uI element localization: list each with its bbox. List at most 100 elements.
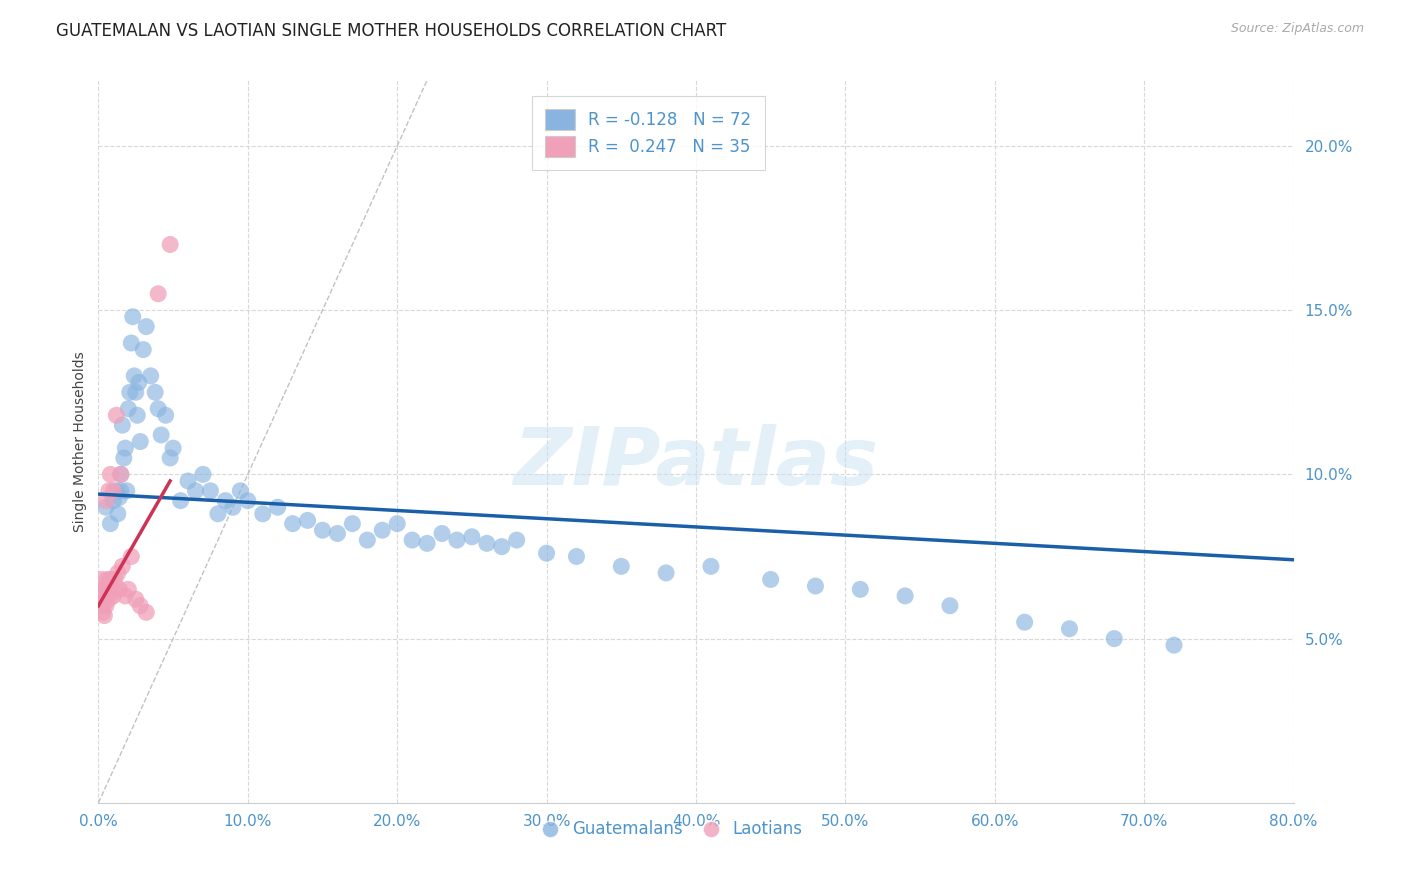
Laotians [104,573,127,587]
Laotians [103,483,125,498]
Guatemalans [207,507,229,521]
Laotians [97,483,120,498]
Laotians [97,592,120,607]
Guatemalans [148,401,170,416]
Guatemalans [1014,615,1036,630]
Guatemalans [252,507,274,521]
Guatemalans [114,441,136,455]
Guatemalans [94,500,117,515]
Guatemalans [214,493,236,508]
Guatemalans [121,310,143,324]
Laotians [93,589,115,603]
Guatemalans [135,319,157,334]
Laotians [90,589,112,603]
Laotians [110,467,132,482]
Guatemalans [461,530,484,544]
Laotians [94,493,117,508]
Text: ZIPatlas: ZIPatlas [513,425,879,502]
Guatemalans [804,579,827,593]
Guatemalans [222,500,245,515]
Laotians [107,566,129,580]
Laotians [129,599,152,613]
Guatemalans [565,549,588,564]
Guatemalans [127,409,149,423]
Guatemalans [200,483,222,498]
Guatemalans [311,523,333,537]
Guatemalans [446,533,468,547]
Guatemalans [281,516,304,531]
Guatemalans [939,599,962,613]
Guatemalans [1104,632,1126,646]
Text: Source: ZipAtlas.com: Source: ZipAtlas.com [1230,22,1364,36]
Laotians [94,582,117,597]
Laotians [91,599,114,613]
Laotians [120,549,142,564]
Guatemalans [229,483,252,498]
Guatemalans [184,483,207,498]
Laotians [98,573,122,587]
Guatemalans [371,523,394,537]
Guatemalans [326,526,349,541]
Guatemalans [115,483,138,498]
Guatemalans [107,507,129,521]
Guatemalans [98,516,122,531]
Y-axis label: Single Mother Households: Single Mother Households [73,351,87,532]
Guatemalans [139,368,162,383]
Laotians [98,467,122,482]
Guatemalans [610,559,633,574]
Guatemalans [129,434,152,449]
Laotians [114,589,136,603]
Guatemalans [655,566,678,580]
Guatemalans [110,467,132,482]
Laotians [96,573,118,587]
Laotians [93,592,115,607]
Guatemalans [150,428,173,442]
Laotians [96,582,118,597]
Laotians [93,608,115,623]
Laotians [148,286,170,301]
Guatemalans [1059,622,1081,636]
Guatemalans [236,493,259,508]
Guatemalans [155,409,177,423]
Laotians [103,589,125,603]
Guatemalans [506,533,529,547]
Legend: Guatemalans, Laotians: Guatemalans, Laotians [536,814,808,845]
Guatemalans [169,493,191,508]
Guatemalans [430,526,453,541]
Guatemalans [108,491,131,505]
Guatemalans [105,483,128,498]
Guatemalans [700,559,723,574]
Laotians [96,589,118,603]
Guatemalans [120,336,142,351]
Guatemalans [177,474,200,488]
Guatemalans [112,450,135,465]
Laotians [91,582,114,597]
Guatemalans [491,540,513,554]
Guatemalans [110,483,132,498]
Text: GUATEMALAN VS LAOTIAN SINGLE MOTHER HOUSEHOLDS CORRELATION CHART: GUATEMALAN VS LAOTIAN SINGLE MOTHER HOUS… [56,22,727,40]
Guatemalans [536,546,558,560]
Guatemalans [103,493,125,508]
Guatemalans [159,450,181,465]
Laotians [94,599,117,613]
Guatemalans [162,441,184,455]
Guatemalans [191,467,214,482]
Laotians [90,573,112,587]
Guatemalans [894,589,917,603]
Guatemalans [342,516,364,531]
Laotians [117,582,139,597]
Guatemalans [267,500,290,515]
Guatemalans [1163,638,1185,652]
Laotians [101,582,124,597]
Laotians [159,237,181,252]
Guatemalans [125,385,148,400]
Laotians [91,605,114,619]
Guatemalans [143,385,166,400]
Guatemalans [111,418,134,433]
Guatemalans [356,533,378,547]
Guatemalans [124,368,146,383]
Guatemalans [475,536,498,550]
Guatemalans [132,343,155,357]
Guatemalans [759,573,782,587]
Laotians [125,592,148,607]
